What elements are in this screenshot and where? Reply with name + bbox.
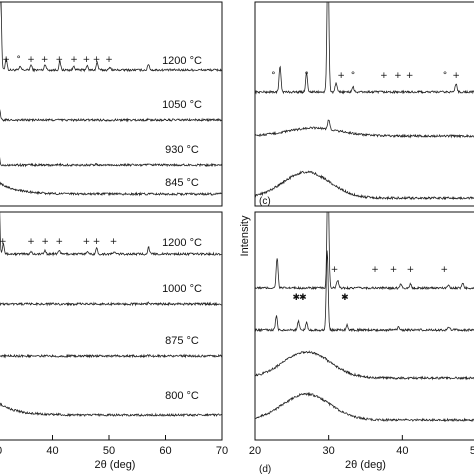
trace-2 — [255, 170, 474, 201]
x-axis-label: 2θ (deg) — [345, 459, 386, 471]
trace-0 — [0, 212, 222, 257]
x-tick-label: 40 — [396, 445, 408, 457]
phase-marker: + — [390, 265, 398, 275]
x-tick-label: 20 — [249, 445, 261, 457]
trace-1 — [0, 109, 222, 123]
phase-marker: ✱ — [299, 293, 307, 303]
x-tick-label: 50 — [103, 445, 115, 457]
trace-2 — [0, 156, 222, 168]
phase-marker: + — [331, 265, 339, 275]
x-tick-label: 50 — [470, 445, 474, 457]
temperature-label: 845 °C — [165, 177, 199, 189]
trace-3 — [0, 181, 222, 197]
traces — [0, 2, 222, 197]
phase-marker: + — [105, 55, 113, 65]
trace-3 — [255, 391, 474, 423]
phase-marker: + — [56, 55, 64, 65]
phase-marker: ✱ — [292, 293, 300, 303]
trace-1 — [255, 250, 474, 333]
panel-label: (c) — [259, 196, 271, 207]
phase-marker: + — [441, 265, 449, 275]
phase-marker: ° — [16, 55, 21, 65]
phase-marker: + — [83, 237, 91, 247]
plot-frame — [254, 1, 474, 207]
y-axis-label: Intensity — [239, 215, 251, 256]
traces — [255, 2, 474, 201]
phase-marker: + — [41, 55, 49, 65]
trace-0 — [255, 2, 474, 95]
phase-marker: + — [93, 55, 101, 65]
phase-marker: ° — [443, 71, 448, 81]
panel-top-right: ° ° + ° + + + ° + (c) — [254, 1, 474, 207]
phase-marker: + — [41, 237, 49, 247]
phase-marker: + — [0, 237, 7, 247]
phase-marker: + — [394, 71, 402, 81]
traces — [255, 212, 474, 423]
temperature-label: 1200 °C — [162, 237, 202, 249]
phase-marker: + — [2, 55, 10, 65]
x-tick-label: 30 — [323, 445, 335, 457]
plot-frame — [0, 1, 223, 207]
x-axis-label: 2θ (deg) — [95, 459, 136, 471]
x-tick-label: 70 — [216, 445, 228, 457]
x-tick-label: 40 — [46, 445, 58, 457]
phase-marker: + — [452, 71, 460, 81]
trace-2 — [0, 353, 222, 359]
temperature-label: 875 °C — [165, 335, 199, 347]
phase-marker: + — [83, 55, 91, 65]
phase-marker: + — [337, 71, 345, 81]
phase-marker: ° — [351, 71, 356, 81]
phase-marker: ✱ — [341, 293, 349, 303]
phase-marker: ° — [304, 71, 309, 81]
panel-bottom-right: +++++✱✱✱203040502θ (deg)(d) — [249, 211, 474, 474]
phase-marker: + — [371, 265, 379, 275]
trace-2 — [255, 350, 474, 381]
phase-marker: ° — [271, 71, 276, 81]
trace-1 — [0, 301, 222, 307]
plot-frame — [254, 211, 474, 441]
temperature-label: 1000 °C — [162, 283, 202, 295]
x-tick-label: 60 — [159, 445, 171, 457]
temperature-label: 800 °C — [165, 390, 199, 402]
trace-3 — [0, 402, 222, 418]
phase-marker: + — [27, 55, 35, 65]
phase-marker: + — [93, 237, 101, 247]
phase-marker: + — [110, 237, 118, 247]
trace-0 — [0, 2, 222, 73]
phase-marker: + — [406, 71, 414, 81]
phase-marker: + — [56, 237, 64, 247]
x-tick-label: 30 — [0, 445, 2, 457]
trace-0 — [255, 212, 474, 291]
phase-marker: + — [380, 71, 388, 81]
traces — [0, 212, 222, 418]
temperature-label: 930 °C — [165, 144, 199, 156]
panel-label: (d) — [259, 464, 271, 474]
phase-marker: + — [407, 265, 415, 275]
temperature-label: 1200 °C — [162, 55, 202, 67]
phase-marker: + — [70, 55, 78, 65]
temperature-label: 1050 °C — [162, 99, 202, 111]
phase-marker: + — [27, 237, 35, 247]
trace-1 — [255, 119, 474, 139]
